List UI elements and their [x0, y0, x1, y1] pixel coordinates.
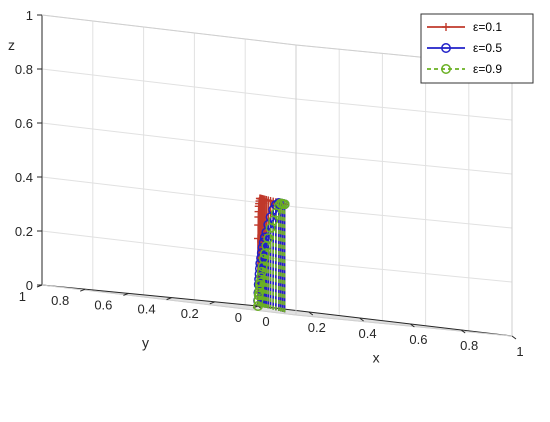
x-tick-label: 1: [516, 344, 523, 359]
y-tick-mark: [80, 288, 86, 292]
tick-labels: 0 0.2 0.4 0.6 0.8 100.20.40.60.8100.20.40.60.…: [15, 8, 524, 359]
legend-label-2: ε=0.9: [473, 62, 502, 76]
box-edge: [41, 14, 297, 46]
side-wall-grid-z: [295, 260, 513, 283]
series-2: [253, 198, 290, 313]
x-tick-mark: [410, 323, 415, 328]
z-tick-label: 0: [26, 278, 33, 293]
back-wall-grid-z: [41, 68, 297, 100]
back-wall-grid-z: [41, 230, 297, 262]
z-tick-label: 1: [26, 8, 33, 23]
x-tick-mark: [308, 311, 314, 316]
x-tick-mark: [460, 329, 466, 334]
y-axis-label: y: [142, 335, 149, 351]
side-wall-grid-z: [295, 152, 513, 175]
floor-grid-y: [85, 288, 340, 320]
x-axis-label: x: [373, 350, 380, 366]
x-tick-label: 0.8: [460, 338, 478, 353]
x-tick-mark: [359, 317, 364, 322]
legend-marker-1: [441, 43, 451, 53]
y-tick-label: 0: [235, 310, 242, 325]
x-tick-label: 0.4: [359, 326, 377, 341]
x-axis-line: [257, 305, 513, 337]
data-series: [253, 194, 290, 313]
y-axis-line: [41, 284, 259, 307]
x-tick-label: 0.6: [409, 332, 427, 347]
box-edge: [295, 314, 513, 337]
legend-label-1: ε=0.5: [473, 41, 502, 55]
x-tick-label: 0: [262, 314, 269, 329]
y-tick-mark: [123, 292, 129, 296]
y-tick-label: 0.8: [51, 293, 69, 308]
y-tick-label: 0.4: [138, 302, 156, 317]
y-tick-mark: [166, 297, 172, 301]
z-tick-label: 0.8: [15, 62, 33, 77]
legend-marker-2: [441, 64, 451, 74]
z-tick-label: 0.4: [15, 170, 33, 185]
axis-labels: x y z: [8, 37, 380, 366]
y-tick-label: 1: [19, 289, 26, 304]
back-wall-grid-z: [41, 122, 297, 154]
back-wall-grid-z: [41, 176, 297, 208]
y-tick-mark: [209, 301, 215, 305]
legend-label-0: ε=0.1: [473, 20, 502, 34]
x-tick-label: 0.2: [308, 320, 326, 335]
z-tick-label: 0.6: [15, 116, 33, 131]
y-tick-label: 0.2: [181, 306, 199, 321]
z-tick-label: 0.2: [15, 224, 33, 239]
y-tick-label: 0.6: [94, 297, 112, 312]
legend: ε=0.1 ε=0.5 ε=0.9: [420, 13, 534, 84]
side-wall-grid-z: [295, 98, 513, 121]
x-tick-mark: [511, 335, 517, 340]
side-wall-grid-z: [295, 206, 513, 229]
z-axis-label: z: [8, 37, 15, 53]
series-2-marker: [279, 199, 290, 210]
